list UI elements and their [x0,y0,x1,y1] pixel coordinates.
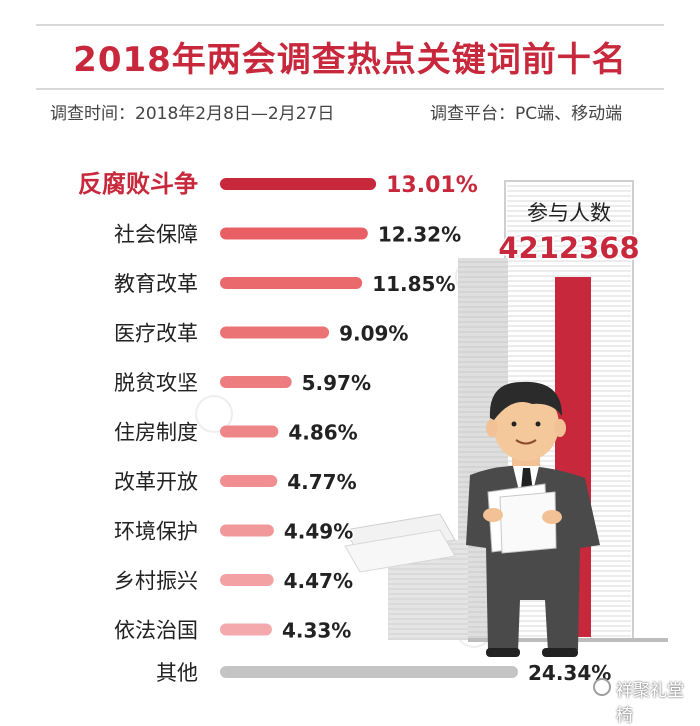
category-label: 社会保障 [114,223,198,247]
shoe-right [542,648,578,657]
wechat-logo-icon [593,678,611,696]
ear-left [486,419,498,437]
bar-series: 反腐败斗争 13.01% 社会保障 12.32% 教育改革 11.85% 医疗改革 9.09%… [78,170,613,687]
value-label: 4.86% [288,421,357,445]
bar [220,666,518,678]
category-label: 环境保护 [114,520,198,544]
survey-platform: 调查平台：PC端、移动端 [430,104,623,124]
value-label: 4.49% [284,520,353,544]
hair [489,381,562,420]
category-label: 依法治国 [114,619,198,643]
title-bottom-rule [36,88,664,90]
value-label: 9.09% [339,322,408,346]
bar [220,574,274,586]
value-label: 12.32% [378,223,461,247]
value-label: 11.85% [372,272,455,296]
category-label: 脱贫攻坚 [114,371,198,395]
category-label: 医疗改革 [114,322,198,346]
title-top-rule [36,24,664,26]
page-title: 2018年两会调查热点关键词前十名 [73,40,627,80]
category-label: 乡村振兴 [114,569,198,593]
bar [220,376,292,388]
value-label: 4.47% [284,569,353,593]
bar [220,623,272,636]
bar [220,227,368,240]
category-label: 住房制度 [114,421,198,445]
bar [220,277,363,289]
bar [220,425,279,438]
shoe-left [486,648,520,657]
category-label: 教育改革 [114,272,198,296]
survey-time: 调查时间：2018年2月8日—2月27日 [50,104,335,124]
value-label: 5.97% [302,371,371,395]
category-label: 改革开放 [114,470,198,494]
category-label: 反腐败斗争 [78,170,198,198]
face [493,389,559,461]
watermark-logo [195,395,233,433]
bar [220,326,330,339]
participants-label: 参与人数 [527,201,611,225]
businessman-illustration [466,381,600,657]
account-signature: 祥聚礼堂椅 [616,681,684,726]
participants-value: 4212368 [498,231,639,265]
value-label: 4.77% [287,470,356,494]
bar [220,524,274,537]
bar [220,178,377,190]
value-label: 4.33% [282,619,351,643]
bar [220,475,278,487]
value-label: 13.01% [386,173,478,198]
ear-right [554,419,566,437]
category-label: 其他 [156,661,198,685]
